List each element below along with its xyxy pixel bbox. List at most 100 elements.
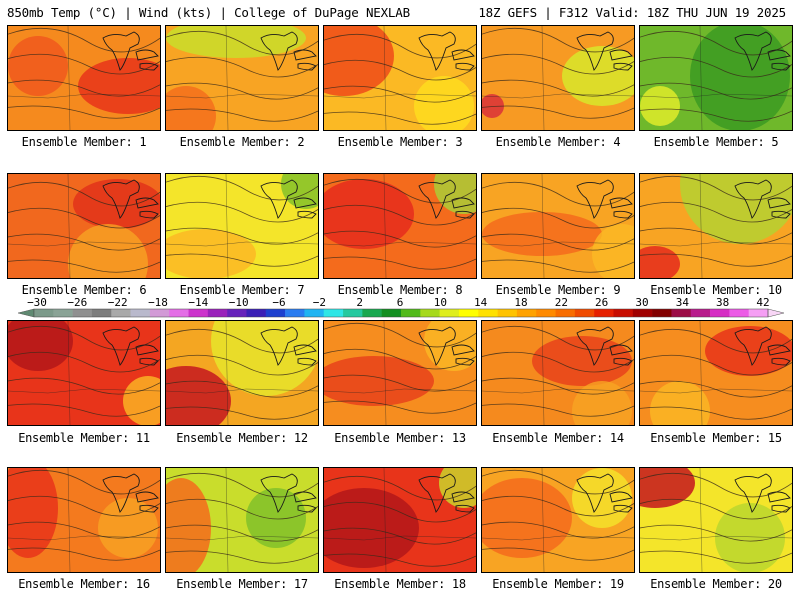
temperature-shading: [73, 179, 160, 229]
colorbar-swatch: [420, 309, 440, 317]
colorbar-tick-label: 34: [676, 296, 690, 309]
temperature-shading: [715, 503, 785, 572]
state-border: [166, 468, 318, 572]
temperature-shading: [324, 356, 434, 406]
colorbar-swatch: [227, 309, 247, 317]
contour-line: [324, 111, 476, 125]
state-border: [482, 321, 634, 425]
ensemble-member-map: [7, 320, 161, 426]
great-lakes-outline: [260, 473, 317, 513]
state-border: [8, 468, 160, 572]
model-run-info: 18Z GEFS | F312 Valid: 18Z THU JUN 19 20…: [478, 5, 786, 20]
colorbar-tick-label: 6: [397, 296, 404, 309]
temperature-field: [640, 468, 792, 572]
contour-line: [640, 380, 792, 398]
temperature-field: [482, 321, 634, 425]
contour-line: [324, 204, 476, 226]
ensemble-member-label: Ensemble Member: 4: [495, 135, 621, 149]
great-lakes-outline: [102, 326, 159, 366]
colorbar-swatch: [169, 309, 189, 317]
ensemble-member-map: [7, 25, 161, 131]
state-border: [8, 26, 160, 130]
contour-line: [640, 406, 792, 420]
ensemble-member-label: Ensemble Member: 9: [495, 283, 621, 297]
contour-line: [640, 227, 792, 245]
colorbar-swatch: [458, 309, 479, 317]
ensemble-member-map: [323, 173, 477, 279]
temperature-field: [482, 26, 634, 130]
colorbar-tick-label: −30: [27, 296, 47, 309]
colorbar-swatch: [671, 309, 692, 317]
colorbar-min-arrow: [17, 308, 35, 318]
colorbar-tick-label: 10: [434, 296, 447, 309]
contour-line: [8, 403, 160, 417]
state-border: [324, 26, 476, 130]
ensemble-member-map: [165, 173, 319, 279]
temperature-shading: [166, 229, 256, 278]
temperature-shading: [98, 498, 158, 558]
colorbar-swatch: [594, 309, 614, 317]
contour-line: [640, 108, 792, 122]
temperature-field: [166, 468, 318, 572]
colorbar-tick-label: 38: [716, 296, 729, 309]
contour-line: [324, 59, 476, 81]
temperature-field: [8, 26, 160, 130]
temperature-shading: [123, 376, 160, 425]
contour-line: [8, 233, 160, 251]
contour-line: [166, 406, 318, 420]
colorbar-tick-label: 18: [514, 296, 527, 309]
ensemble-member-map: [7, 467, 161, 573]
contour-line: [8, 259, 160, 273]
temperature-shading: [640, 468, 695, 508]
ensemble-member-label: Ensemble Member: 16: [18, 577, 150, 591]
temperature-shading: [211, 321, 318, 396]
colorbar-swatch: [710, 309, 730, 317]
temperature-shading: [8, 321, 73, 371]
state-border: [482, 26, 634, 130]
colorbar-swatch: [690, 309, 711, 317]
great-lakes-outline: [576, 179, 633, 219]
colorbar-tick-label: −2: [313, 296, 326, 309]
colorbar-swatch: [613, 309, 634, 317]
contour-line: [640, 524, 792, 542]
temperature-field: [166, 174, 318, 278]
temperature-shading: [680, 174, 792, 244]
temperature-shading: [592, 224, 634, 278]
colorbar-swatch: [149, 309, 170, 317]
contour-line: [166, 380, 318, 398]
state-border: [640, 26, 792, 130]
ensemble-member-map: [323, 320, 477, 426]
map-title: 850mb Temp (°C) | Wind (kts) | College o…: [7, 5, 410, 20]
great-lakes-outline: [102, 31, 159, 71]
contour-line: [166, 253, 318, 267]
great-lakes-outline: [260, 31, 317, 71]
great-lakes-outline: [734, 179, 791, 219]
colorbar-swatch: [53, 309, 73, 317]
temperature-shading: [482, 478, 572, 558]
temperature-field: [640, 321, 792, 425]
colorbar-swatch: [381, 309, 402, 317]
colorbar-swatch: [285, 309, 305, 317]
great-lakes-outline: [260, 326, 317, 366]
contour-line: [324, 256, 476, 270]
temperature-shading: [572, 381, 632, 425]
contour-line: [166, 227, 318, 245]
temperature-field: [324, 174, 476, 278]
colorbar-tick-label: 30: [635, 296, 648, 309]
temperature-shading: [690, 26, 790, 130]
contour-line: [324, 230, 476, 248]
contour-line: [482, 521, 634, 539]
ensemble-member-label: Ensemble Member: 6: [21, 283, 147, 297]
contour-line: [324, 33, 476, 59]
colorbar-tick-label: 26: [595, 296, 608, 309]
contour-line: [640, 354, 792, 376]
temperature-field: [640, 174, 792, 278]
contour-line: [482, 351, 634, 373]
ensemble-member-label: Ensemble Member: 8: [337, 283, 463, 297]
contour-line: [8, 207, 160, 229]
great-lakes-outline: [418, 473, 475, 513]
temperature-shading: [246, 488, 306, 548]
contour-line: [482, 469, 634, 495]
temperature-shading: [324, 26, 394, 96]
contour-line: [640, 550, 792, 564]
